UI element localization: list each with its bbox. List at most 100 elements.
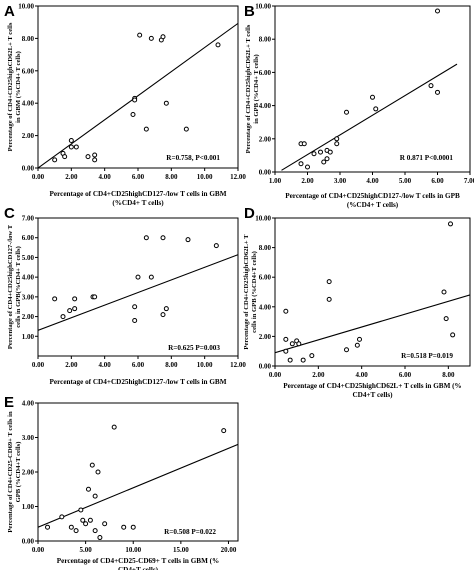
x-tick-label: 2.00 [301, 177, 314, 185]
data-point [160, 235, 166, 241]
data-point [68, 137, 74, 143]
y-tick-label: 6.00 [22, 67, 35, 75]
data-point [68, 524, 74, 530]
data-point [73, 144, 79, 150]
regression-line [38, 22, 238, 168]
data-point [59, 514, 65, 520]
data-point [311, 151, 317, 157]
data-point [130, 524, 136, 530]
x-tick-label: 12.00 [230, 173, 246, 181]
x-tick-label: 7.00 [464, 177, 474, 185]
data-point [132, 97, 138, 103]
panel-label: D [244, 205, 255, 222]
y-tick-label: 3.00 [22, 434, 35, 442]
stat-annotation: R 0.871 P<0.0001 [400, 154, 454, 162]
y-axis-label-line2: in GBM (%CD4+ T cells) [15, 51, 22, 123]
y-tick-label: 0.00 [22, 538, 35, 546]
panel-label: E [4, 394, 14, 411]
x-axis-label: Percentage of CD4+CD25highCD127-/low T c… [50, 190, 227, 198]
x-tick-label: 2.00 [65, 173, 78, 181]
data-point [163, 100, 169, 106]
y-tick-label: 4.00 [22, 100, 35, 108]
x-tick-label: 10.00 [125, 546, 141, 554]
panel-label: A [4, 3, 15, 20]
data-point [441, 289, 447, 295]
data-point [52, 157, 58, 163]
x-axis-label: Percentage of CD4+CD25highCD127-/low T c… [285, 192, 460, 200]
data-point [132, 318, 138, 324]
data-point [435, 89, 440, 95]
x-tick-label: 6.00 [132, 173, 145, 181]
y-tick-label: 2.00 [259, 333, 272, 341]
data-point [163, 306, 169, 312]
y-tick-label: 4.00 [22, 400, 35, 408]
data-point [183, 126, 189, 132]
data-point [289, 341, 295, 347]
y-axis-label-line2: in GPB (%CD4+ T cells) [253, 54, 260, 123]
data-point [324, 156, 330, 162]
data-point [283, 308, 289, 314]
y-tick-label: 7.00 [22, 215, 35, 223]
y-tick-label: 10.00 [255, 215, 271, 223]
data-point [143, 126, 149, 132]
data-point [78, 507, 84, 513]
plot-frame [37, 5, 239, 169]
stat-annotation: R=0.625 P=0.003 [168, 344, 220, 352]
data-point [83, 521, 89, 527]
data-point [92, 152, 98, 158]
data-point [443, 316, 449, 322]
data-point [326, 279, 332, 285]
y-tick-label: 0.00 [259, 363, 272, 371]
panel-label: B [244, 3, 255, 20]
x-axis-label-line2: (%CD4+ T cells) [112, 199, 164, 207]
data-point [121, 524, 127, 530]
data-point [92, 528, 98, 534]
x-axis-label-line2: (%CD4+ T cells) [347, 201, 399, 209]
y-axis-label-line2: GPB (%CD4+T cells) [15, 442, 22, 503]
data-point [305, 164, 310, 170]
data-point [344, 109, 349, 115]
data-point [283, 348, 289, 354]
x-tick-label: 8.00 [165, 173, 178, 181]
data-point [215, 42, 221, 48]
data-point [52, 296, 58, 302]
y-tick-label: 4.00 [259, 303, 272, 311]
regression-line [38, 443, 238, 528]
x-tick-label: 20.00 [221, 546, 237, 554]
x-tick-label: 10.00 [197, 361, 213, 369]
data-point [287, 357, 293, 363]
plot-frame [37, 402, 239, 542]
x-tick-label: 8.00 [165, 361, 178, 369]
data-point [148, 274, 154, 280]
x-tick-label: 0.00 [32, 173, 45, 181]
data-point [321, 159, 327, 165]
x-axis-label: Percentage of CD4+CD25highCD127-/low T c… [50, 378, 227, 386]
data-point [89, 462, 95, 468]
x-tick-label: 10.00 [197, 173, 213, 181]
stat-annotation: R=0.758, P<0.001 [166, 154, 220, 162]
data-point [80, 517, 86, 523]
panel-d: 0.00 2.00 4.00 6.00 8.00 0.00 2.00 4.00 6.00 8.00… [243, 205, 471, 399]
data-point [334, 136, 340, 142]
x-tick-label: 2.00 [65, 361, 78, 369]
data-point [85, 486, 91, 492]
data-point [132, 304, 138, 310]
data-point [334, 141, 340, 147]
data-point [111, 424, 117, 430]
y-tick-label: 2.00 [259, 135, 272, 143]
stat-annotation: R=0.508 P=0.022 [164, 528, 216, 536]
data-point [221, 428, 227, 434]
data-point [85, 154, 91, 160]
data-point [92, 493, 98, 499]
y-tick-label: 1.00 [22, 333, 35, 341]
data-point [300, 357, 306, 363]
data-point [102, 521, 108, 527]
x-axis-label-line2: CD4+T cells) [118, 566, 159, 570]
data-point [92, 294, 98, 300]
panel-label: C [4, 205, 15, 222]
data-point [326, 296, 332, 302]
data-point [428, 83, 434, 89]
y-tick-label: 2.00 [22, 313, 35, 321]
data-point [67, 308, 73, 314]
